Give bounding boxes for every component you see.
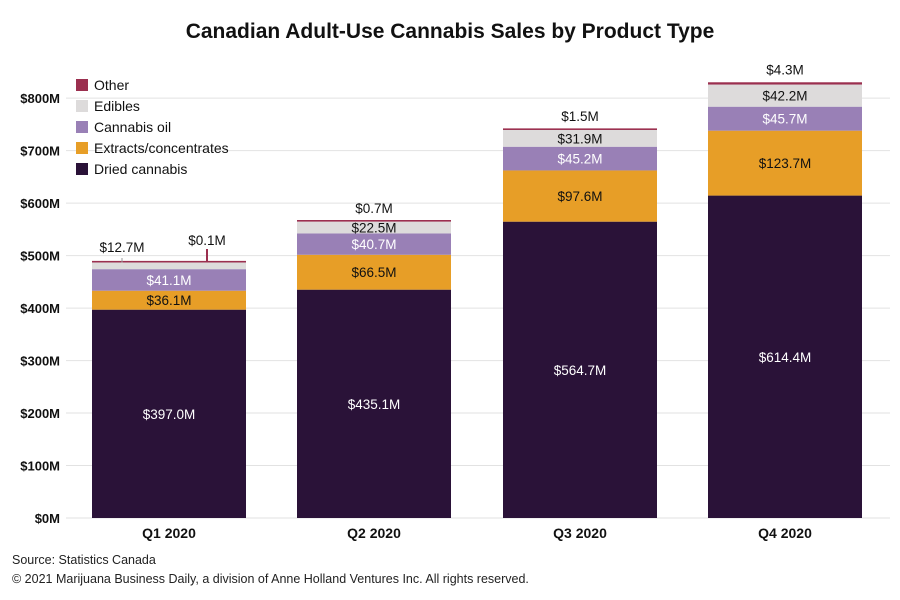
- y-tick-label: $300M: [20, 354, 60, 369]
- bar-dried-cannabis-q3-2020: [503, 221, 657, 518]
- source-note: Source: Statistics Canada: [12, 553, 156, 567]
- bar-other-q1-2020: [92, 260, 246, 263]
- data-label-extracts-concentrates-q1-2020: $36.1M: [146, 293, 191, 308]
- data-label-dried-cannabis-q4-2020: $614.4M: [759, 350, 812, 365]
- y-axis-ticks: $0M $100M $200M $300M $400M $500M $600M $700M $8…: [20, 91, 60, 526]
- data-label-other-q1-2020: $0.1M: [188, 233, 226, 248]
- y-tick-label: $200M: [20, 406, 60, 421]
- data-label-extracts-concentrates-q4-2020: $123.7M: [759, 156, 812, 171]
- y-tick-label: $0M: [35, 511, 60, 526]
- data-label-dried-cannabis-q3-2020: $564.7M: [554, 363, 607, 378]
- legend-label-cannabis-oil: Cannabis oil: [94, 119, 171, 135]
- x-category-label: Q1 2020: [142, 525, 196, 541]
- data-label-cannabis-oil-q3-2020: $45.2M: [557, 152, 602, 167]
- legend-label-other: Other: [94, 77, 129, 93]
- bar-cannabis-oil-q4-2020: [708, 106, 862, 131]
- data-label-extracts-concentrates-q2-2020: $66.5M: [351, 265, 396, 280]
- bar-extracts-concentrates-q3-2020: [503, 170, 657, 222]
- legend-label-dried-cannabis: Dried cannabis: [94, 161, 187, 177]
- x-category-label: Q4 2020: [758, 525, 812, 541]
- y-tick-label: $500M: [20, 249, 60, 264]
- legend-swatch-cannabis-oil: [76, 121, 88, 133]
- legend-swatch-extracts-concentrates: [76, 142, 88, 154]
- y-tick-label: $700M: [20, 144, 60, 159]
- bar-other-q3-2020: [503, 128, 657, 130]
- bars: [92, 82, 862, 519]
- y-tick-label: $400M: [20, 301, 60, 316]
- data-label-edibles-q2-2020: $22.5M: [351, 221, 396, 236]
- data-label-cannabis-oil-q4-2020: $45.7M: [762, 112, 807, 127]
- data-label-other-q2-2020: $0.7M: [355, 201, 393, 216]
- bar-extracts-concentrates-q1-2020: [92, 290, 246, 310]
- legend-label-edibles: Edibles: [94, 98, 140, 114]
- data-label-dried-cannabis-q2-2020: $435.1M: [348, 397, 401, 412]
- data-label-cannabis-oil-q2-2020: $40.7M: [351, 237, 396, 252]
- y-tick-label: $600M: [20, 196, 60, 211]
- x-category-label: Q3 2020: [553, 525, 607, 541]
- legend: Other Edibles Cannabis oil Extracts/concent…: [76, 77, 229, 177]
- bar-edibles-q1-2020: [92, 262, 246, 270]
- x-axis-categories: Q1 2020 Q2 2020 Q3 2020 Q4 2020: [142, 525, 812, 541]
- x-category-label: Q2 2020: [347, 525, 401, 541]
- data-label-cannabis-oil-q1-2020: $41.1M: [146, 273, 191, 288]
- data-label-edibles-q1-2020: $12.7M: [99, 240, 144, 255]
- footer: Source: Statistics Canada © 2021 Marijua…: [12, 551, 529, 589]
- bar-cannabis-oil-q2-2020: [297, 233, 451, 255]
- bar-cannabis-oil-q3-2020: [503, 146, 657, 171]
- legend-swatch-edibles: [76, 100, 88, 112]
- y-tick-label: $800M: [20, 91, 60, 106]
- y-tick-label: $100M: [20, 459, 60, 474]
- legend-swatch-dried-cannabis: [76, 163, 88, 175]
- data-label-extracts-concentrates-q3-2020: $97.6M: [557, 189, 602, 204]
- bar-extracts-concentrates-q2-2020: [297, 254, 451, 290]
- bar-other-q4-2020: [708, 82, 862, 85]
- bar-edibles-q3-2020: [503, 129, 657, 147]
- data-label-edibles-q3-2020: $31.9M: [557, 131, 602, 146]
- bar-other-q2-2020: [297, 220, 451, 222]
- bar-extracts-concentrates-q4-2020: [708, 130, 862, 196]
- bar-cannabis-oil-q1-2020: [92, 269, 246, 291]
- bar-dried-cannabis-q4-2020: [708, 195, 862, 519]
- bar-edibles-q4-2020: [708, 84, 862, 107]
- data-label-other-q4-2020: $4.3M: [766, 62, 804, 77]
- data-label-other-q3-2020: $1.5M: [561, 109, 599, 124]
- data-label-edibles-q4-2020: $42.2M: [762, 89, 807, 104]
- data-label-dried-cannabis-q1-2020: $397.0M: [143, 407, 196, 422]
- data-labels: $397.0M $435.1M $564.7M $614.4M $36.1M $66.5M…: [99, 62, 811, 422]
- chart-title: Canadian Adult-Use Cannabis Sales by Pro…: [185, 20, 715, 43]
- bar-dried-cannabis-q1-2020: [92, 309, 246, 518]
- bar-edibles-q2-2020: [297, 221, 451, 234]
- legend-swatch-other: [76, 79, 88, 91]
- bar-dried-cannabis-q2-2020: [297, 289, 451, 518]
- legend-label-extracts-concentrates: Extracts/concentrates: [94, 140, 229, 156]
- copyright-note: © 2021 Marijuana Business Daily, a divis…: [12, 572, 529, 586]
